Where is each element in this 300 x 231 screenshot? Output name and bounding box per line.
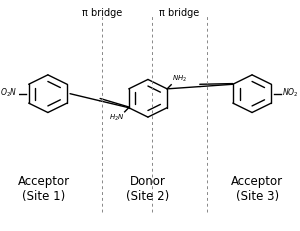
Text: $NH_2$: $NH_2$: [172, 74, 187, 84]
Text: $NO_2$: $NO_2$: [281, 86, 298, 99]
Text: Acceptor
(Site 3): Acceptor (Site 3): [231, 175, 284, 203]
Text: $O_2N$: $O_2N$: [0, 86, 18, 99]
Text: π bridge: π bridge: [82, 8, 122, 18]
Text: Donor
(Site 2): Donor (Site 2): [126, 175, 170, 203]
Text: $H_2N$: $H_2N$: [109, 113, 124, 123]
Text: Acceptor
(Site 1): Acceptor (Site 1): [18, 175, 70, 203]
Text: π bridge: π bridge: [159, 8, 199, 18]
